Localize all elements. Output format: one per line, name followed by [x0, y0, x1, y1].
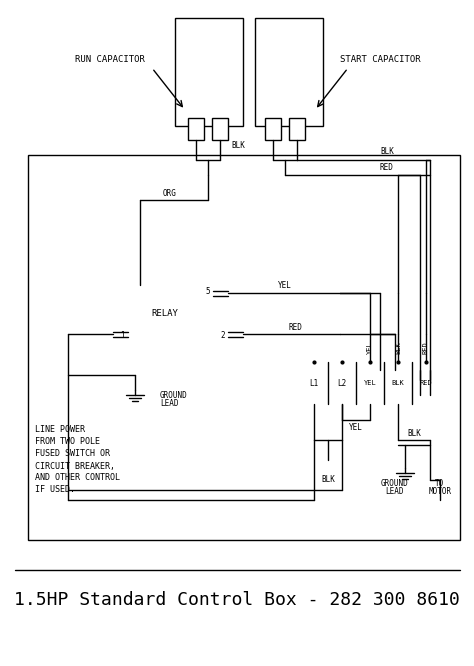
Text: GROUND: GROUND: [381, 478, 409, 488]
Text: L2: L2: [337, 378, 346, 388]
Text: 5: 5: [205, 288, 210, 296]
Text: IF USED.: IF USED.: [35, 486, 75, 494]
Text: ORG: ORG: [163, 190, 177, 198]
Text: GROUND: GROUND: [160, 392, 188, 400]
Text: LINE POWER: LINE POWER: [35, 426, 85, 434]
Bar: [175, 18, 243, 126]
Text: 1.5HP Standard Control Box - 282 300 8610: 1.5HP Standard Control Box - 282 300 861…: [14, 591, 460, 609]
Text: FROM TWO POLE: FROM TWO POLE: [35, 438, 100, 446]
Bar: [28, 155, 460, 540]
Text: MOTOR: MOTOR: [428, 488, 452, 496]
Text: START CAPACITOR: START CAPACITOR: [340, 55, 420, 65]
Bar: [188, 118, 204, 140]
Text: RED: RED: [380, 163, 394, 172]
Text: BLK: BLK: [321, 476, 335, 484]
Text: BLK: BLK: [231, 141, 245, 149]
Text: YEL: YEL: [364, 380, 376, 386]
Text: CIRCUIT BREAKER,: CIRCUIT BREAKER,: [35, 462, 115, 470]
Text: TO: TO: [436, 478, 445, 488]
Text: 1: 1: [120, 330, 125, 340]
Bar: [130, 285, 220, 340]
Text: RED: RED: [419, 380, 432, 386]
Bar: [255, 18, 323, 126]
Text: RUN CAPACITOR: RUN CAPACITOR: [75, 55, 145, 65]
Text: BLK: BLK: [380, 147, 394, 157]
Bar: [300, 362, 448, 404]
Text: AND OTHER CONTROL: AND OTHER CONTROL: [35, 474, 120, 482]
Bar: [265, 118, 281, 140]
Bar: [289, 118, 305, 140]
Text: YEL: YEL: [367, 342, 373, 354]
Text: RELAY: RELAY: [152, 308, 178, 318]
Bar: [212, 118, 228, 140]
Text: 2: 2: [220, 330, 225, 340]
Text: RED: RED: [288, 322, 302, 332]
Text: BLK: BLK: [395, 342, 401, 354]
Text: BLK: BLK: [407, 428, 421, 438]
Text: BLK: BLK: [392, 380, 404, 386]
Text: RED: RED: [423, 342, 429, 354]
Text: LEAD: LEAD: [160, 400, 179, 408]
Text: FUSED SWITCH OR: FUSED SWITCH OR: [35, 450, 110, 458]
Text: LEAD: LEAD: [386, 488, 404, 496]
Text: YEL: YEL: [278, 282, 292, 290]
Text: YEL: YEL: [349, 424, 363, 432]
Text: L1: L1: [310, 378, 319, 388]
